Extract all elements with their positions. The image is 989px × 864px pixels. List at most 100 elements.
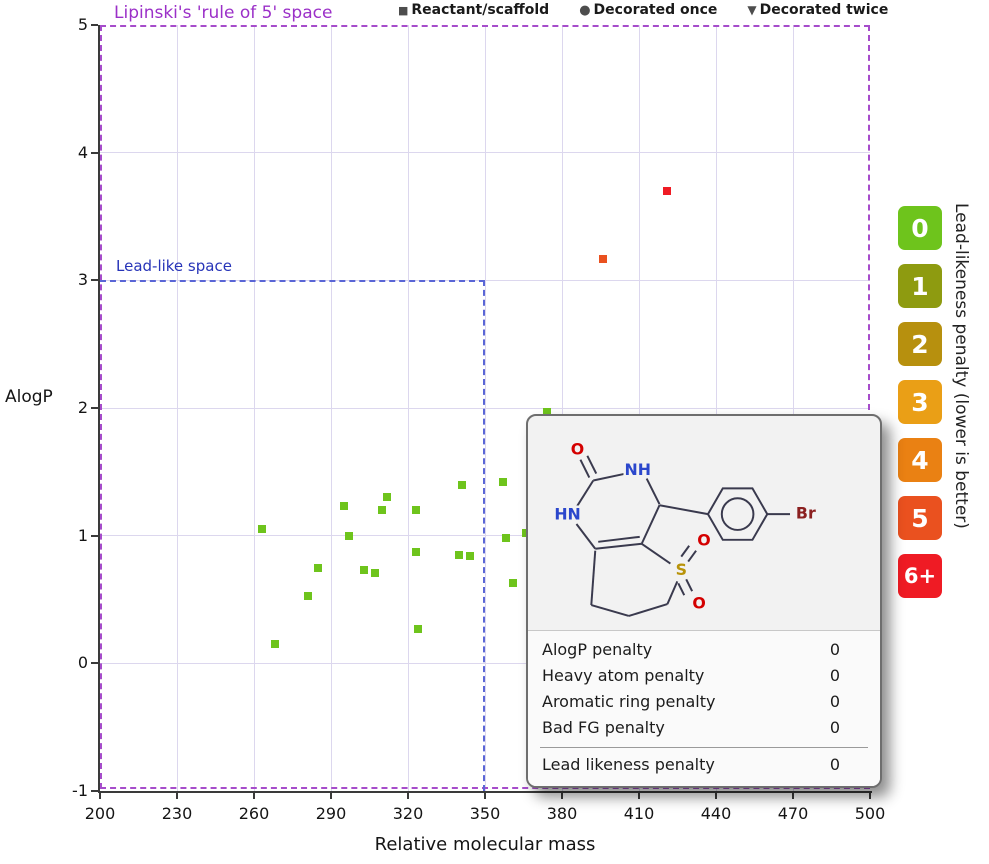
- legend-label: Decorated twice: [759, 2, 889, 18]
- data-point[interactable]: [542, 407, 551, 416]
- molecule-structure: O NH HN S O O Br: [552, 437, 818, 617]
- data-point[interactable]: [599, 254, 608, 263]
- x-tick-label: 290: [315, 804, 347, 823]
- data-point[interactable]: [411, 506, 420, 515]
- x-tick-mark: [869, 792, 871, 799]
- penalty-scale-box-1: 1: [898, 264, 942, 308]
- x-axis-title: Relative molecular mass: [374, 834, 596, 855]
- y-tick-label: 2: [77, 398, 88, 417]
- y-gridline: [100, 662, 870, 664]
- penalty-scale-box-2: 2: [898, 322, 942, 366]
- data-point[interactable]: [455, 550, 464, 559]
- data-point[interactable]: [339, 502, 348, 511]
- tooltip-row-value: 0: [829, 666, 840, 685]
- data-point[interactable]: [457, 480, 466, 489]
- x-tick-mark: [561, 792, 563, 799]
- penalty-scale-box-5: 5: [898, 496, 942, 540]
- data-point[interactable]: [411, 548, 420, 557]
- data-point[interactable]: [257, 525, 266, 534]
- tooltip-row-label: AlogP penalty: [542, 640, 653, 659]
- legend-label: Decorated once: [593, 2, 718, 18]
- data-point[interactable]: [378, 506, 387, 515]
- x-tick-mark: [484, 792, 486, 799]
- chart-legend: ■ Reactant/scaffold ● Decorated once ▼ Decora…: [398, 2, 888, 18]
- tooltip-total-row: Lead likeness penalty 0: [528, 752, 880, 778]
- hn-label: HN: [554, 505, 580, 524]
- triangle-down-marker-icon: ▼: [747, 3, 757, 17]
- legend-label: Reactant/scaffold: [411, 2, 550, 18]
- tooltip-row-value: 0: [829, 640, 840, 659]
- y-tick-label: 1: [77, 525, 88, 545]
- y-tick-mark: [91, 24, 98, 26]
- tooltip-penalty-row: Heavy atom penalty 0: [528, 663, 880, 689]
- x-tick-label: 350: [469, 804, 501, 823]
- y-tick-mark: [91, 279, 98, 282]
- x-tick-mark: [715, 792, 717, 799]
- x-tick-label: 410: [623, 804, 655, 823]
- data-point[interactable]: [414, 624, 423, 633]
- data-point[interactable]: [370, 568, 379, 577]
- tooltip-row-value: 0: [829, 692, 840, 711]
- x-tick-label: 500: [854, 804, 886, 823]
- tooltip-row-label: Heavy atom penalty: [542, 666, 705, 685]
- tooltip-total-section: Lead likeness penalty 0: [528, 743, 880, 786]
- lipinski-space-label: Lipinski's 'rule of 5' space: [114, 3, 333, 23]
- x-tick-label: 200: [84, 804, 116, 823]
- y-tick-mark: [91, 151, 98, 154]
- sulfonyl-oxygen-up-label: O: [697, 530, 710, 549]
- tooltip-row-label: Aromatic ring penalty: [542, 692, 716, 711]
- y-tick-label: -1: [72, 781, 88, 800]
- molecule-bonds: [575, 455, 791, 617]
- y-tick-label: 4: [77, 142, 88, 162]
- x-tick-mark: [176, 792, 178, 799]
- data-point[interactable]: [270, 640, 279, 649]
- legend-item-circle: ● Decorated once: [579, 2, 717, 18]
- x-tick-mark: [253, 792, 255, 799]
- x-tick-label: 230: [161, 804, 193, 823]
- x-tick-mark: [407, 792, 409, 799]
- y-axis-title: AlogP: [5, 387, 53, 407]
- x-tick-mark: [638, 792, 640, 799]
- square-marker-icon: ■: [398, 3, 409, 17]
- data-point[interactable]: [344, 531, 353, 540]
- tooltip-penalty-row: AlogP penalty 0: [528, 637, 880, 663]
- data-point[interactable]: [383, 493, 392, 502]
- carbonyl-oxygen-label: O: [571, 439, 584, 458]
- y-gridline: [100, 279, 870, 281]
- x-tick-label: 260: [238, 804, 270, 823]
- x-tick-label: 470: [777, 804, 809, 823]
- y-axis-line: [98, 25, 100, 793]
- data-point[interactable]: [498, 478, 507, 487]
- data-point[interactable]: [663, 186, 672, 195]
- legend-item-triangle-down: ▼ Decorated twice: [747, 2, 888, 18]
- x-tick-mark: [330, 792, 332, 799]
- legend-item-square: ■ Reactant/scaffold: [398, 2, 549, 18]
- penalty-color-scale: 0 1 2 3 4 5 6+: [898, 206, 942, 612]
- data-point[interactable]: [314, 563, 323, 572]
- y-tick-mark: [91, 534, 98, 537]
- x-tick-label: 320: [392, 804, 424, 823]
- tooltip-penalty-row: Aromatic ring penalty 0: [528, 689, 880, 715]
- x-tick-label: 440: [700, 804, 732, 823]
- tooltip-total-label: Lead likeness penalty: [542, 755, 715, 774]
- data-point[interactable]: [465, 552, 474, 561]
- tooltip-penalty-row: Bad FG penalty 0: [528, 715, 880, 741]
- data-point[interactable]: [303, 591, 312, 600]
- data-point[interactable]: [360, 566, 369, 575]
- tooltip-total-divider: [540, 747, 868, 748]
- data-point[interactable]: [501, 534, 510, 543]
- sulfonyl-oxygen-down-label: O: [692, 594, 705, 613]
- y-gridline: [100, 152, 870, 154]
- nh-label: NH: [625, 460, 651, 479]
- penalty-scale-box-0: 0: [898, 206, 942, 250]
- tooltip-total-value: 0: [829, 755, 840, 774]
- tooltip-penalty-table: AlogP penalty 0 Heavy atom penalty 0 Aromati…: [528, 630, 880, 743]
- circle-marker-icon: ●: [579, 2, 591, 18]
- y-tick-label: 3: [77, 270, 88, 290]
- y-tick-mark: [91, 407, 98, 409]
- leadlike-space-label: Lead-like space: [116, 257, 232, 275]
- tooltip-row-value: 0: [829, 718, 840, 737]
- data-point[interactable]: [509, 578, 518, 587]
- penalty-scale-box-6+: 6+: [898, 554, 942, 598]
